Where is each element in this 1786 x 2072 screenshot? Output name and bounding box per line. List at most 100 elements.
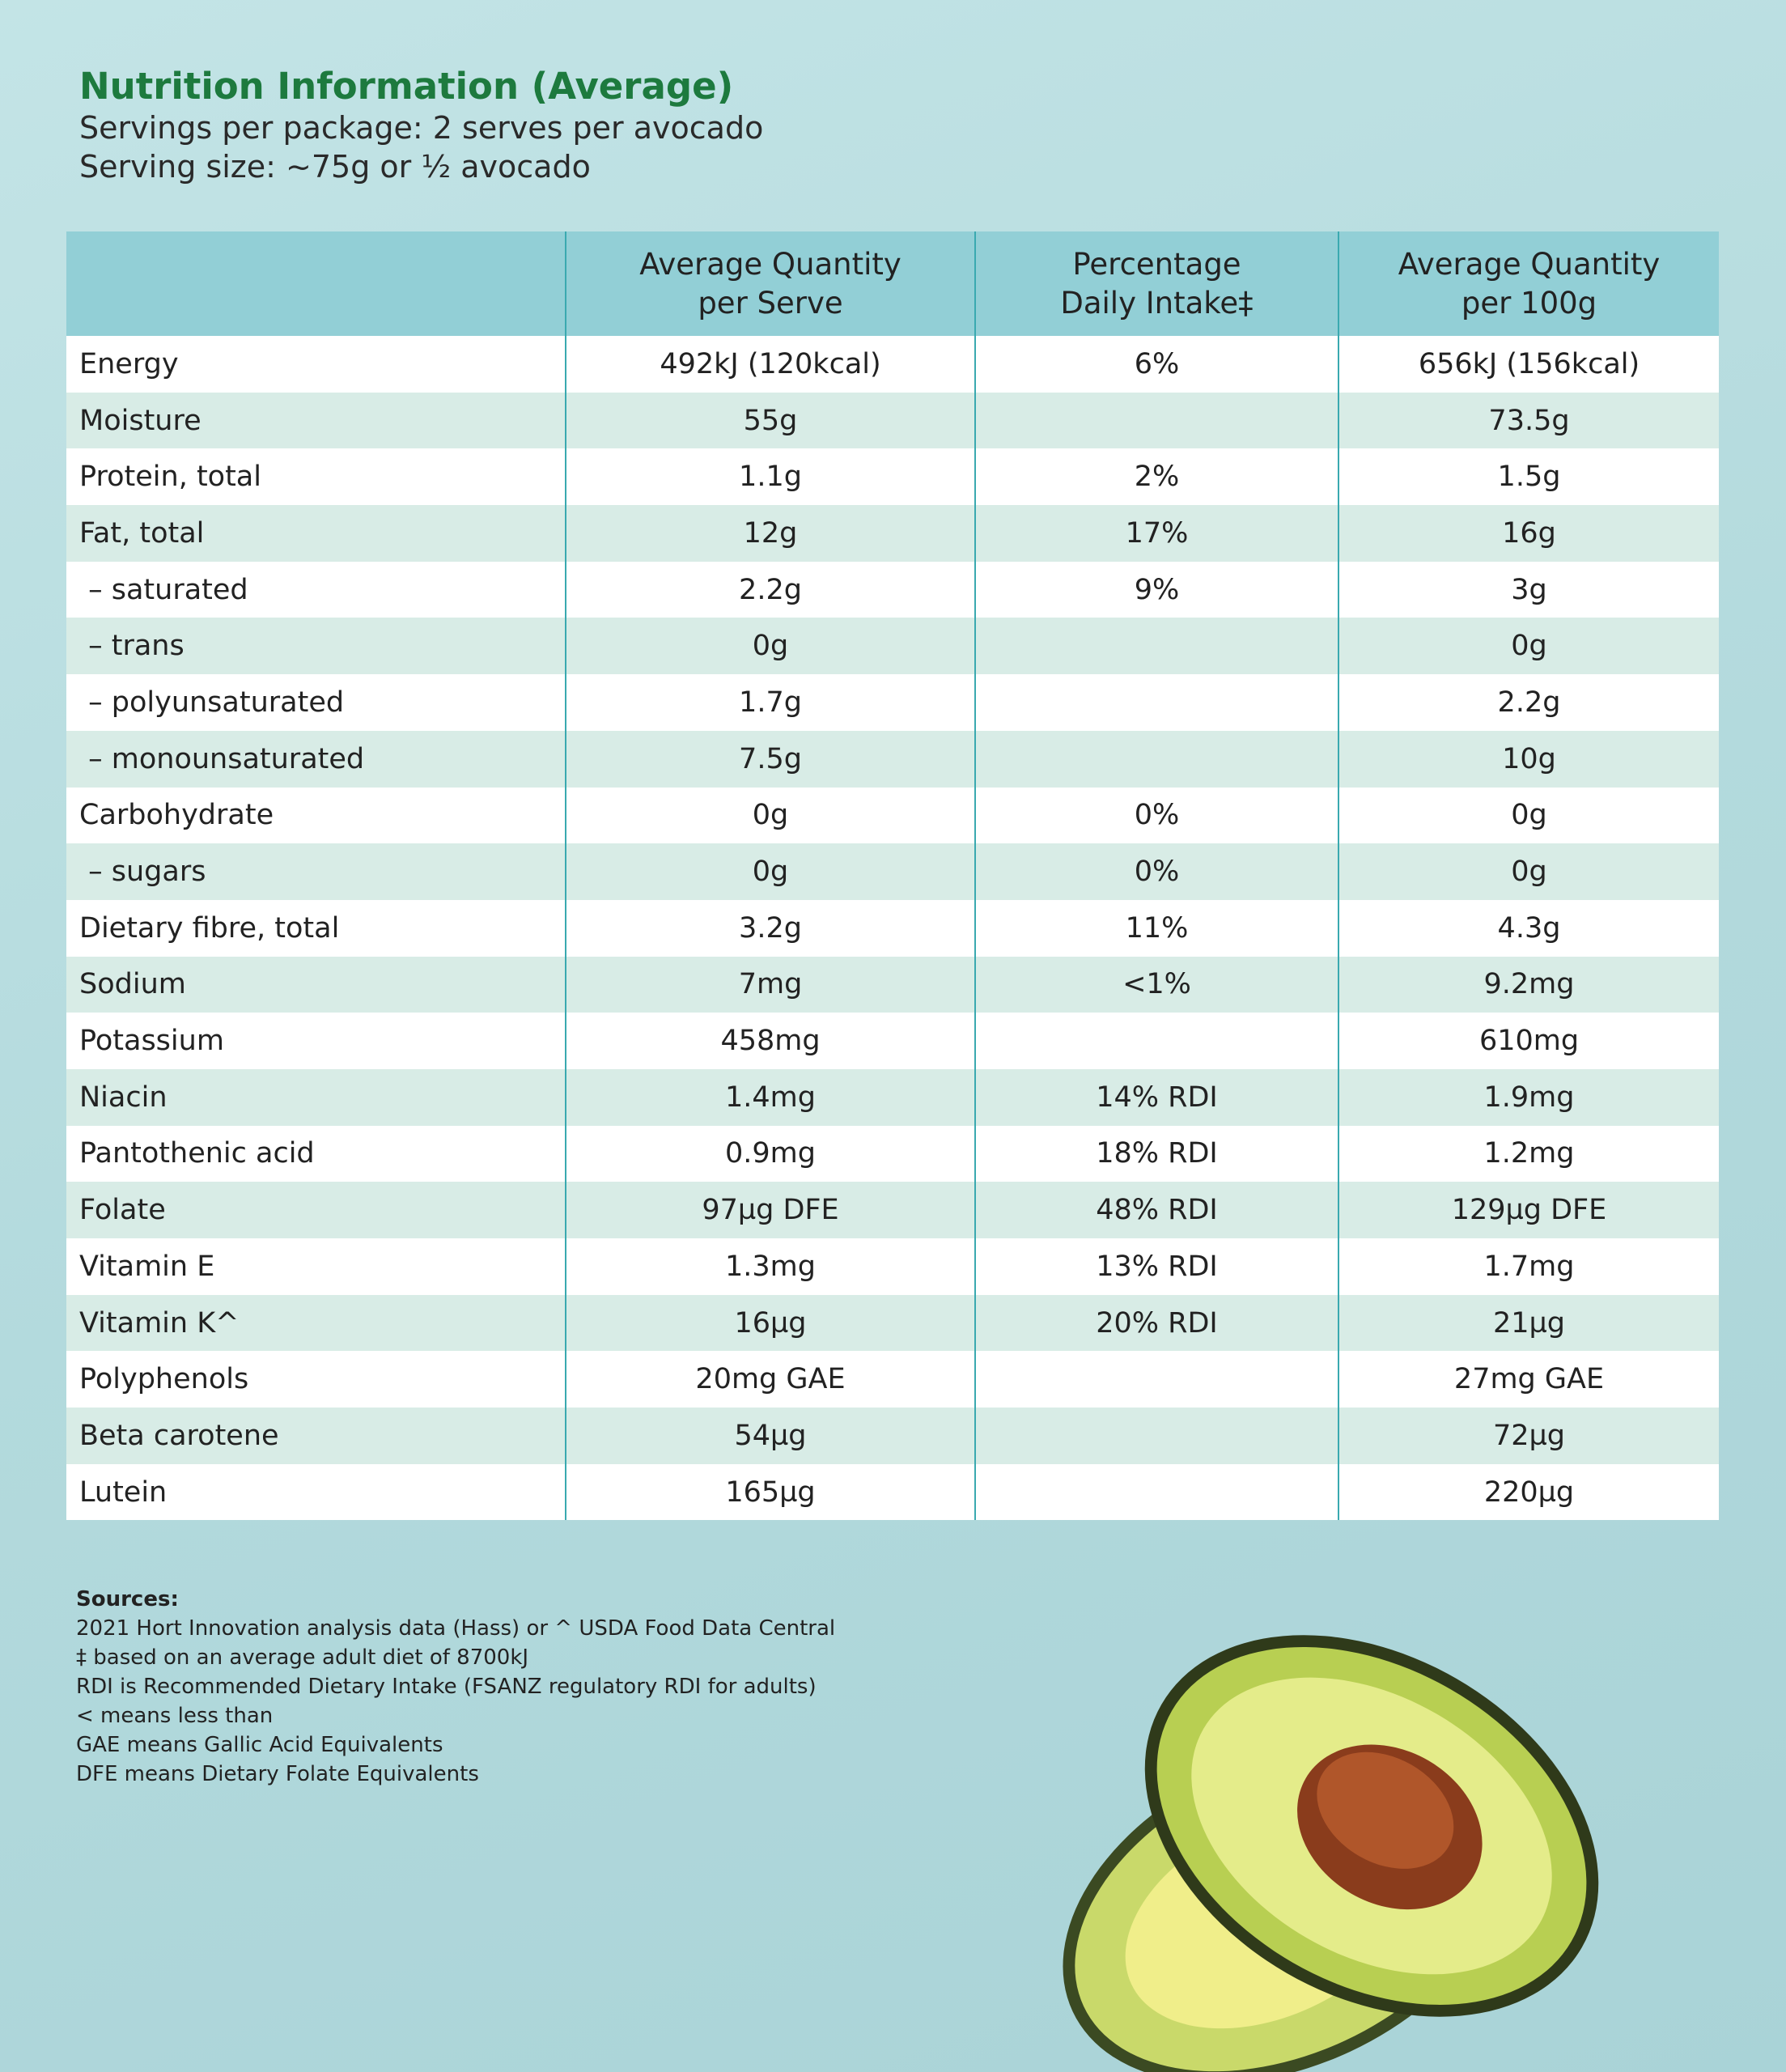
value-cell: 0g <box>565 618 975 675</box>
table-row: Sodium 7mg <1% 9.2mg <box>66 956 1719 1013</box>
value-cell: 1.4mg <box>565 1068 975 1126</box>
table-row: Energy 492kJ (120kcal) 6% 656kJ (156kcal) <box>66 336 1719 393</box>
table-row: Potassium 458mg 610mg <box>66 1013 1719 1069</box>
value-cell: 9.2mg <box>1338 956 1719 1013</box>
table-row: Lutein 165µg 220µg <box>66 1463 1719 1521</box>
nutrient-cell: Polyphenols <box>66 1351 566 1408</box>
header-cell: Percentage Daily Intake‡ <box>974 231 1338 336</box>
value-cell: 11% <box>974 899 1338 957</box>
header-cell: Average Quantity per Serve <box>565 231 975 336</box>
value-cell <box>974 730 1338 788</box>
value-cell: 610mg <box>1338 1013 1719 1069</box>
nutrient-cell: Vitamin E <box>66 1238 566 1295</box>
value-cell: 7mg <box>565 956 975 1013</box>
header-row: Average Quantity per Serve Percentage Dai… <box>66 231 1719 336</box>
nutrient-cell: Protein, total <box>66 448 566 506</box>
header-cell: Average Quantity per 100g <box>1338 231 1719 336</box>
value-cell: 55g <box>565 392 975 449</box>
table-row: Polyphenols 20mg GAE 27mg GAE <box>66 1351 1719 1408</box>
nutrient-cell: – saturated <box>66 561 566 618</box>
value-cell: 21µg <box>1338 1294 1719 1352</box>
nutrient-cell: Niacin <box>66 1068 566 1126</box>
value-cell: <1% <box>974 956 1338 1013</box>
serving-size: Serving size: ~75g or ½ avocado <box>79 149 591 185</box>
value-cell: 6% <box>974 336 1338 393</box>
value-cell <box>974 1408 1338 1464</box>
value-cell: 48% RDI <box>974 1182 1338 1238</box>
value-cell <box>974 392 1338 449</box>
table-row: Vitamin E 1.3mg 13% RDI 1.7mg <box>66 1238 1719 1295</box>
value-cell: 54µg <box>565 1408 975 1464</box>
value-cell <box>974 1013 1338 1069</box>
value-cell: 0g <box>565 843 975 900</box>
source-line: 2021 Hort Innovation analysis data (Hass… <box>76 1616 836 1641</box>
source-line: < means less than <box>76 1704 274 1728</box>
nutrient-cell: Pantothenic acid <box>66 1125 566 1182</box>
nutrient-cell: Moisture <box>66 392 566 449</box>
value-cell: 72µg <box>1338 1408 1719 1464</box>
nutrient-cell: – monounsaturated <box>66 730 566 788</box>
source-line: ‡ based on an average adult diet of 8700… <box>76 1645 529 1670</box>
value-cell: 656kJ (156kcal) <box>1338 336 1719 393</box>
table-row: Vitamin K^ 16µg 20% RDI 21µg <box>66 1294 1719 1352</box>
value-cell: 16g <box>1338 505 1719 562</box>
value-cell: 0% <box>974 787 1338 844</box>
table-row: – trans 0g 0g <box>66 618 1719 675</box>
nutrient-cell: – trans <box>66 618 566 675</box>
servings: Servings per package: 2 serves per avoca… <box>79 110 764 146</box>
value-cell: 0% <box>974 843 1338 900</box>
value-cell: 27mg GAE <box>1338 1351 1719 1408</box>
nutrient-cell: Folate <box>66 1182 566 1238</box>
value-cell: 13% RDI <box>974 1238 1338 1295</box>
value-cell: 0.9mg <box>565 1125 975 1182</box>
value-cell: 458mg <box>565 1013 975 1069</box>
value-cell: 73.5g <box>1338 392 1719 449</box>
value-cell: 0g <box>565 787 975 844</box>
value-cell: 2.2g <box>565 561 975 618</box>
table-row: Fat, total 12g 17% 16g <box>66 505 1719 562</box>
value-cell: 7.5g <box>565 730 975 788</box>
value-cell: 97µg DFE <box>565 1182 975 1238</box>
value-cell: 16µg <box>565 1294 975 1352</box>
nutrient-cell: Beta carotene <box>66 1408 566 1464</box>
value-cell: 165µg <box>565 1463 975 1521</box>
value-cell: 0g <box>1338 787 1719 844</box>
value-cell <box>974 618 1338 675</box>
nutrient-cell: Sodium <box>66 956 566 1013</box>
value-cell: 1.3mg <box>565 1238 975 1295</box>
table-row: Folate 97µg DFE 48% RDI 129µg DFE <box>66 1182 1719 1238</box>
table-row: – sugars 0g 0% 0g <box>66 843 1719 900</box>
value-cell <box>974 674 1338 731</box>
table-body: Energy 492kJ (120kcal) 6% 656kJ (156kcal) Mo… <box>66 336 1719 1521</box>
sources: Sources: 2021 Hort Innovation analysis da… <box>76 1585 835 1789</box>
value-cell: 129µg DFE <box>1338 1182 1719 1238</box>
nutrient-cell: Carbohydrate <box>66 787 566 844</box>
value-cell: 10g <box>1338 730 1719 788</box>
nutrient-cell: – sugars <box>66 843 566 900</box>
value-cell: 1.7g <box>565 674 975 731</box>
value-cell: 9% <box>974 561 1338 618</box>
value-cell: 17% <box>974 505 1338 562</box>
value-cell: 20mg GAE <box>565 1351 975 1408</box>
table-row: Protein, total 1.1g 2% 1.5g <box>66 448 1719 506</box>
value-cell: 20% RDI <box>974 1294 1338 1352</box>
avocado-image <box>1063 1635 1599 2072</box>
value-cell: 3.2g <box>565 899 975 957</box>
nutrient-cell: Potassium <box>66 1013 566 1069</box>
value-cell: 1.7mg <box>1338 1238 1719 1295</box>
header-cell <box>66 231 566 336</box>
value-cell: 492kJ (120kcal) <box>565 336 975 393</box>
nutrient-cell: Vitamin K^ <box>66 1294 566 1352</box>
value-cell: 14% RDI <box>974 1068 1338 1126</box>
value-cell: 0g <box>1338 843 1719 900</box>
nutrient-cell: Energy <box>66 336 566 393</box>
value-cell <box>974 1463 1338 1521</box>
sources-heading: Sources: <box>76 1587 179 1611</box>
table-row: Dietary fibre, total 3.2g 11% 4.3g <box>66 899 1719 957</box>
value-cell: 3g <box>1338 561 1719 618</box>
value-cell: 220µg <box>1338 1463 1719 1521</box>
value-cell: 0g <box>1338 618 1719 675</box>
table-row: – saturated 2.2g 9% 3g <box>66 561 1719 618</box>
nutrition-table: Average Quantity per Serve Percentage Dai… <box>66 231 1719 1521</box>
